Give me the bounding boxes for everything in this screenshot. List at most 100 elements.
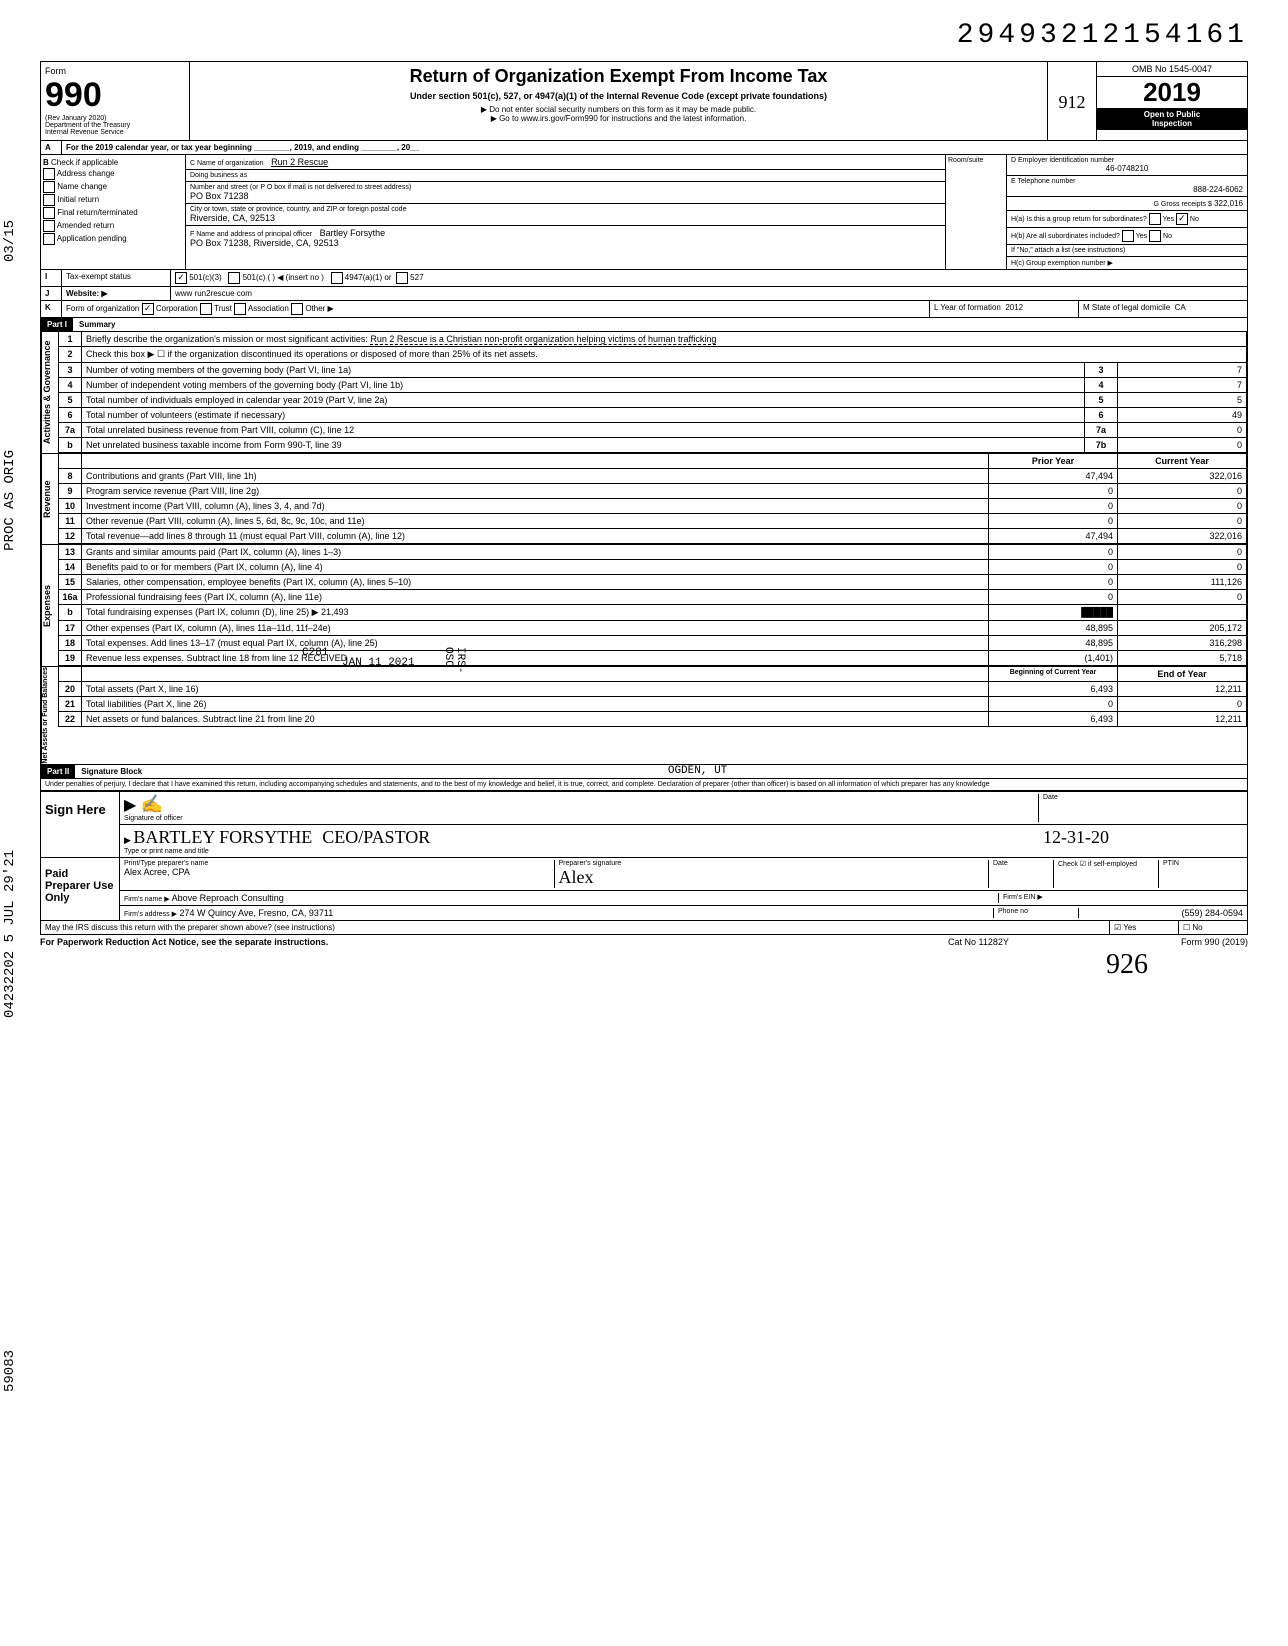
summary-row: 17 Other expenses (Part IX, column (A), … xyxy=(58,621,1247,636)
form-header: Form 990 (Rev January 2020) Department o… xyxy=(40,61,1248,141)
part2-header: Part II xyxy=(41,765,75,778)
check-trust[interactable] xyxy=(200,303,212,315)
officer-addr: PO Box 71238, Riverside, CA, 92513 xyxy=(190,238,941,248)
stamp-irs: IRS-OSC xyxy=(442,647,466,681)
c-label: C Name of organization xyxy=(190,160,264,167)
hb-label: H(b) Are all subordinates included? xyxy=(1011,233,1120,240)
h-note: If "No," attach a list (see instructions… xyxy=(1007,245,1247,257)
line1-val: Run 2 Rescue is a Christian non-profit o… xyxy=(370,334,716,345)
website: www run2rescue com xyxy=(171,287,1247,300)
ha-no[interactable]: ✓ xyxy=(1176,213,1188,225)
check-address[interactable] xyxy=(43,168,55,180)
summary-row: 9 Program service revenue (Part VIII, li… xyxy=(58,484,1247,499)
check-pending[interactable] xyxy=(43,233,55,245)
summary-row: 21 Total liabilities (Part X, line 26) 0… xyxy=(58,697,1247,712)
summary-row: b Net unrelated business taxable income … xyxy=(58,438,1247,453)
form-dept: Department of the Treasury xyxy=(45,122,185,129)
prep-date-label: Date xyxy=(993,860,1053,867)
form-irs: Internal Revenue Service xyxy=(45,129,185,136)
footer-handwritten: 926 xyxy=(1106,949,1148,980)
summary-row: 13 Grants and similar amounts paid (Part… xyxy=(58,545,1247,560)
summary-row: 16a Professional fundraising fees (Part … xyxy=(58,590,1247,605)
margin-date: 03/15 xyxy=(2,220,18,262)
begin-header: Beginning of Current Year xyxy=(988,667,1117,681)
firm-name: Above Reproach Consulting xyxy=(172,893,284,903)
discuss-yes[interactable]: ☑ Yes xyxy=(1110,921,1179,934)
dba-label: Doing business as xyxy=(186,170,945,182)
check-label: Check if applicable xyxy=(51,158,118,167)
check-name[interactable] xyxy=(43,181,55,193)
check-assoc[interactable] xyxy=(234,303,246,315)
summary-row: 6 Total number of volunteers (estimate i… xyxy=(58,408,1247,423)
line2: Check this box ▶ ☐ if the organization d… xyxy=(82,347,1246,362)
summary-row: 8 Contributions and grants (Part VIII, l… xyxy=(58,469,1247,484)
margin-id: 04232202 5 JUL 29'21 xyxy=(2,850,18,1018)
sign-here-label: Sign Here xyxy=(41,792,120,857)
summary-row: 12 Total revenue—add lines 8 through 11 … xyxy=(58,529,1247,544)
date-label: Date xyxy=(1043,794,1243,801)
summary-row: 3 Number of voting members of the govern… xyxy=(58,363,1247,378)
room-label: Room/suite xyxy=(946,155,1006,166)
line-k-label: Form of organization xyxy=(66,304,139,313)
summary-row: 15 Salaries, other compensation, employe… xyxy=(58,575,1247,590)
paid-prep-label: Paid Preparer Use Only xyxy=(41,858,120,920)
end-header: End of Year xyxy=(1117,667,1246,681)
l-val: 2012 xyxy=(1005,303,1023,312)
form-note1: ▶ Do not enter social security numbers o… xyxy=(194,105,1043,114)
sidebar-rev: Revenue xyxy=(41,454,58,544)
form-rev: (Rev January 2020) xyxy=(45,115,185,122)
g-label: G Gross receipts $ xyxy=(1153,201,1211,208)
d-label: D Employer identification number xyxy=(1011,157,1243,164)
sidebar-exp: Expenses xyxy=(41,545,58,666)
check-527[interactable] xyxy=(396,272,408,284)
margin-proc: PROC AS ORIG xyxy=(2,450,18,551)
tax-year: 2019 xyxy=(1097,77,1247,108)
firm-ein-label: Firm's EIN ▶ xyxy=(998,893,1243,903)
check-self: Check ☑ if self-employed xyxy=(1053,860,1158,888)
sig-label: Signature of officer xyxy=(124,815,1038,822)
line-j-label: Website: ▶ xyxy=(62,287,171,300)
line-i-label: Tax-exempt status xyxy=(62,270,171,286)
phone-label: Phone no xyxy=(993,908,1078,918)
perjury-text: Under penalties of perjury, I declare th… xyxy=(41,779,1247,790)
check-final[interactable] xyxy=(43,207,55,219)
firm-addr-label: Firm's address ▶ xyxy=(124,911,177,918)
org-name: Run 2 Rescue xyxy=(271,157,328,167)
check-amended[interactable] xyxy=(43,220,55,232)
open-public-1: Open to Public xyxy=(1099,110,1245,119)
stamp-date: JAN 11 2021 xyxy=(342,657,415,669)
check-501c[interactable] xyxy=(228,272,240,284)
open-public-2: Inspection xyxy=(1099,119,1245,128)
phone: 888-224-6062 xyxy=(1011,185,1243,194)
sidebar-gov: Activities & Governance xyxy=(41,332,58,453)
check-initial[interactable] xyxy=(43,194,55,206)
gross-receipts: 322,016 xyxy=(1214,199,1243,208)
summary-row: b Total fundraising expenses (Part IX, c… xyxy=(58,605,1247,621)
summary-row: 11 Other revenue (Part VIII, column (A),… xyxy=(58,514,1247,529)
summary-row: 5 Total number of individuals employed i… xyxy=(58,393,1247,408)
check-501c3[interactable]: ✓ xyxy=(175,272,187,284)
cat-no: Cat No 11282Y xyxy=(948,937,1098,947)
sidebar-net: Net Assets or Fund Balances xyxy=(41,667,58,764)
current-header: Current Year xyxy=(1117,454,1246,468)
ptin-label: PTIN xyxy=(1158,860,1243,888)
omb-number: OMB No 1545-0047 xyxy=(1097,62,1247,77)
e-label: E Telephone number xyxy=(1011,178,1243,185)
check-other[interactable] xyxy=(291,303,303,315)
prep-name: Alex Acree, CPA xyxy=(124,867,554,877)
hc-label: H(c) Group exemption number ▶ xyxy=(1007,257,1247,269)
m-label: M State of legal domicile xyxy=(1083,303,1170,312)
hb-yes[interactable] xyxy=(1122,230,1134,242)
line1-label: Briefly describe the organization's miss… xyxy=(86,334,368,344)
l-label: L Year of formation xyxy=(934,303,1001,312)
summary-row: 7a Total unrelated business revenue from… xyxy=(58,423,1247,438)
officer-signature: ✍ xyxy=(141,794,163,814)
m-val: CA xyxy=(1175,303,1186,312)
check-4947[interactable] xyxy=(331,272,343,284)
form-note2: ▶ Go to www.irs.gov/Form990 for instruct… xyxy=(194,114,1043,123)
discuss-no[interactable]: ☐ No xyxy=(1179,921,1247,934)
summary-row: 14 Benefits paid to or for members (Part… xyxy=(58,560,1247,575)
ha-yes[interactable] xyxy=(1149,213,1161,225)
check-corp[interactable]: ✓ xyxy=(142,303,154,315)
hb-no[interactable] xyxy=(1149,230,1161,242)
